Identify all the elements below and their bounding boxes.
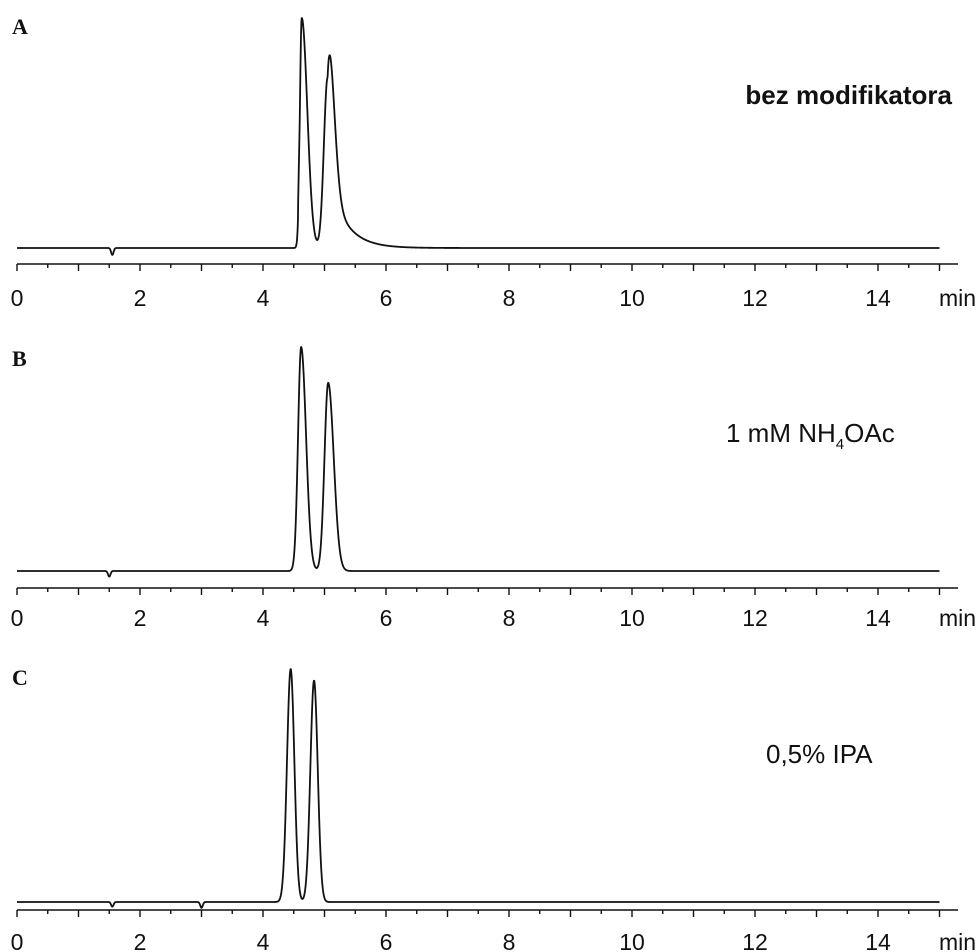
x-tick-label: 4: [257, 929, 270, 952]
x-tick-label: 2: [134, 605, 147, 631]
annotation-part: OAc: [844, 418, 895, 448]
x-tick-label: 14: [865, 929, 891, 952]
x-unit-label: min: [939, 285, 976, 311]
x-tick-label: 10: [619, 285, 645, 311]
x-tick-label: 8: [503, 605, 516, 631]
panel-letter-c: C: [12, 665, 28, 690]
x-axis: 0 2 4 6 8 10 12 14 min: [11, 263, 976, 311]
x-tick-label: 12: [742, 285, 768, 311]
x-unit-label: min: [939, 929, 976, 952]
trace-line: [16, 17, 941, 256]
x-unit-label: min: [939, 605, 976, 631]
x-tick-label: 2: [134, 929, 147, 952]
x-tick-label: 6: [380, 605, 393, 631]
x-tick-label: 14: [865, 285, 891, 311]
x-tick-label: 6: [380, 929, 393, 952]
x-tick-label: 14: [865, 605, 891, 631]
x-tick-label: 6: [380, 285, 393, 311]
panel-b-annotation: 1 mM NH4OAc: [726, 418, 895, 453]
panel-letter-b: B: [12, 346, 27, 371]
x-tick-label: 10: [619, 605, 645, 631]
x-tick-label: 0: [11, 605, 24, 631]
panel-a: A bez modifikatora 0 2 4 6 8 10 12 14 min: [11, 14, 976, 311]
x-axis: 0 2 4 6 8 10 12 14 min: [11, 909, 976, 952]
panel-c-annotation: 0,5% IPA: [766, 739, 873, 769]
x-tick-label: 0: [11, 285, 24, 311]
x-tick-label: 2: [134, 285, 147, 311]
x-tick-label: 12: [742, 929, 768, 952]
x-tick-label: 8: [503, 929, 516, 952]
x-axis: 0 2 4 6 8 10 12 14 min: [11, 587, 976, 631]
annotation-part: 1 mM NH: [726, 418, 836, 448]
x-tick-label: 4: [257, 605, 270, 631]
panel-letter-a: A: [12, 14, 28, 39]
annotation-subscript: 4: [836, 436, 844, 453]
x-tick-label: 12: [742, 605, 768, 631]
trace-line: [16, 346, 941, 578]
x-tick-label: 8: [503, 285, 516, 311]
panel-c: C 0,5% IPA 0 2 4 6 8 10 12 14 min: [11, 665, 976, 952]
x-tick-label: 4: [257, 285, 270, 311]
trace-line: [16, 668, 941, 909]
panel-b: B 1 mM NH4OAc 0 2 4 6 8 10 12 14 min: [11, 346, 976, 631]
panel-a-annotation: bez modifikatora: [745, 80, 952, 110]
x-tick-label: 10: [619, 929, 645, 952]
x-tick-label: 0: [11, 929, 24, 952]
